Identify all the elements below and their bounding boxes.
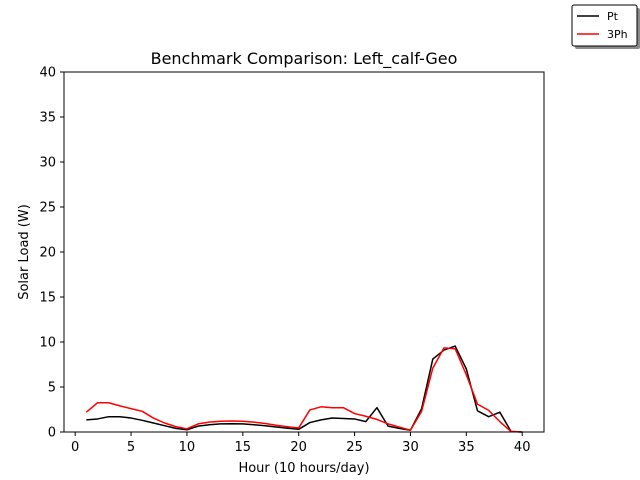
x-tick-label: 35: [458, 440, 475, 455]
x-axis-label: Hour (10 hours/day): [238, 461, 369, 476]
y-axis-label: Solar Load (W): [17, 204, 32, 300]
x-tick-label: 15: [235, 440, 252, 455]
y-tick-label: 25: [39, 201, 56, 216]
chart-title: Benchmark Comparison: Left_calf-Geo: [151, 49, 458, 69]
series-line-3ph: [85, 347, 523, 433]
x-tick-label: 30: [402, 440, 419, 455]
legend-label-3ph: 3Ph: [607, 28, 628, 41]
y-tick-label: 40: [39, 66, 56, 81]
x-axis: 0 5 10 15 20 25 30 35 40: [71, 432, 530, 455]
legend: Pt 3Ph: [571, 4, 640, 49]
x-tick-label: 40: [514, 440, 531, 455]
y-tick-label: 10: [39, 336, 56, 351]
x-tick-label: 0: [71, 440, 79, 455]
legend-label-pt: Pt: [607, 10, 619, 23]
plot-series: [85, 345, 523, 433]
y-tick-label: 30: [39, 156, 56, 171]
x-tick-label: 20: [290, 440, 307, 455]
x-tick-label: 25: [346, 440, 363, 455]
plot-frame: [63, 71, 545, 433]
x-tick-label: 10: [179, 440, 196, 455]
y-tick-label: 35: [39, 111, 56, 126]
y-tick-label: 20: [39, 246, 56, 261]
y-tick-label: 5: [48, 381, 56, 396]
y-tick-label: 0: [48, 426, 56, 441]
x-tick-label: 5: [127, 440, 135, 455]
y-tick-label: 15: [39, 291, 56, 306]
y-axis: 0 5 10 15 20 25 30 35 40: [39, 66, 64, 441]
